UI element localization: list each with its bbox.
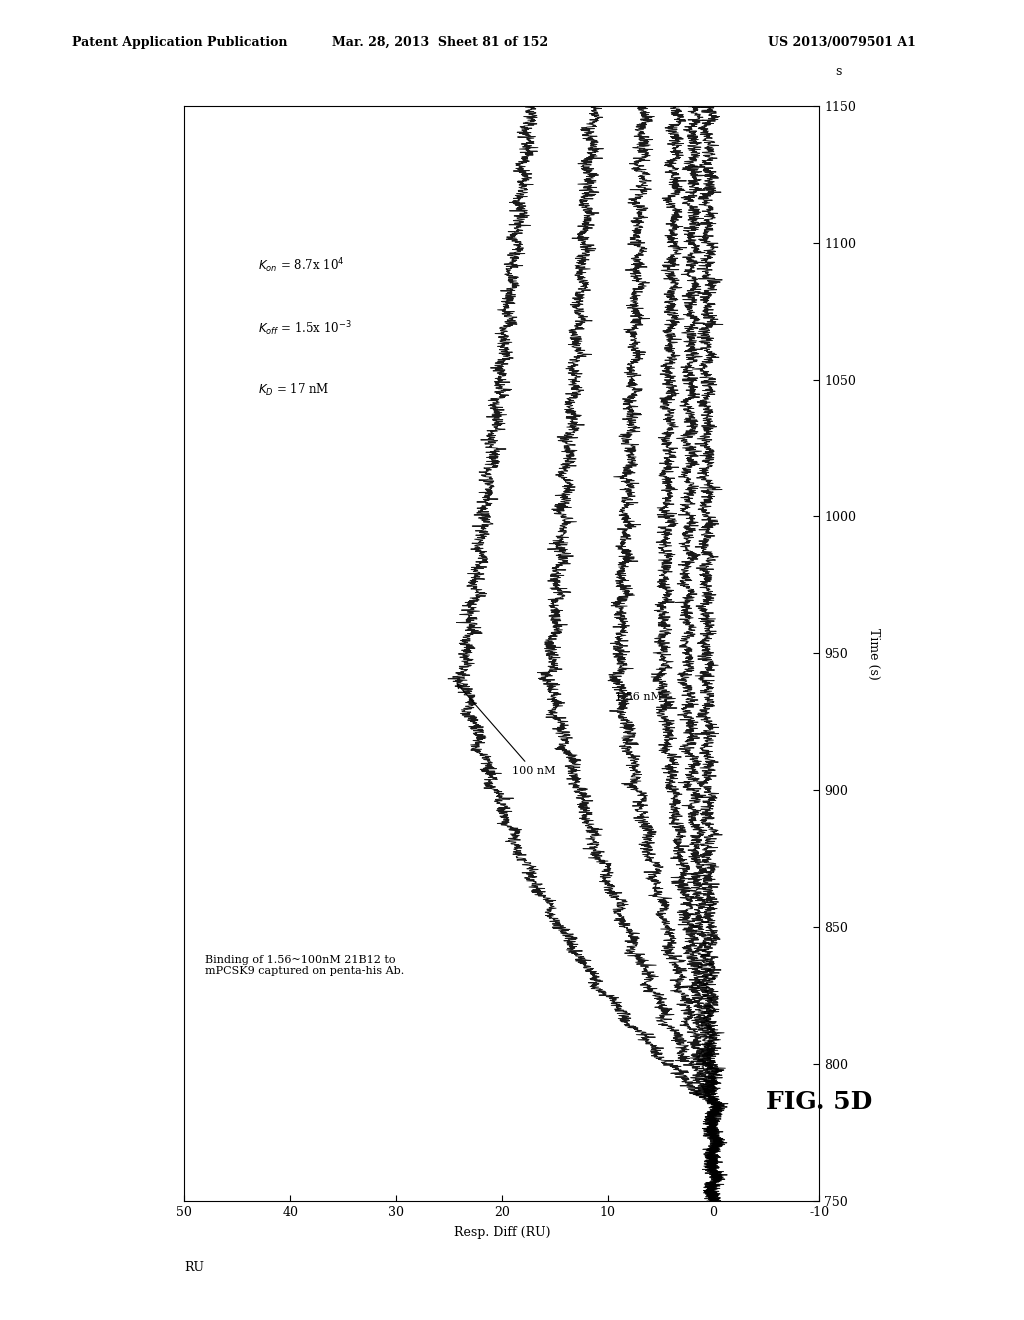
Text: FIG. 5D: FIG. 5D (766, 1090, 872, 1114)
Text: $K_{D}$ = 17 nM: $K_{D}$ = 17 nM (258, 383, 330, 399)
Text: RU: RU (184, 1262, 205, 1274)
X-axis label: Resp. Diff (RU): Resp. Diff (RU) (454, 1226, 550, 1239)
Text: $K_{on}$ = 8.7x 10$^{4}$: $K_{on}$ = 8.7x 10$^{4}$ (258, 256, 345, 275)
Y-axis label: Time (s): Time (s) (867, 627, 881, 680)
Text: $K_{off}$ = 1.5x 10$^{-3}$: $K_{off}$ = 1.5x 10$^{-3}$ (258, 319, 352, 338)
Text: Patent Application Publication: Patent Application Publication (72, 36, 287, 49)
Text: Binding of 1.56~100nM 21B12 to
mPCSK9 captured on penta-his Ab.: Binding of 1.56~100nM 21B12 to mPCSK9 ca… (206, 954, 404, 977)
Text: 1.56 nM: 1.56 nM (614, 692, 662, 702)
Text: US 2013/0079501 A1: US 2013/0079501 A1 (768, 36, 915, 49)
Text: Mar. 28, 2013  Sheet 81 of 152: Mar. 28, 2013 Sheet 81 of 152 (332, 36, 549, 49)
Text: 100 nM: 100 nM (457, 684, 555, 776)
Text: s: s (836, 65, 842, 78)
